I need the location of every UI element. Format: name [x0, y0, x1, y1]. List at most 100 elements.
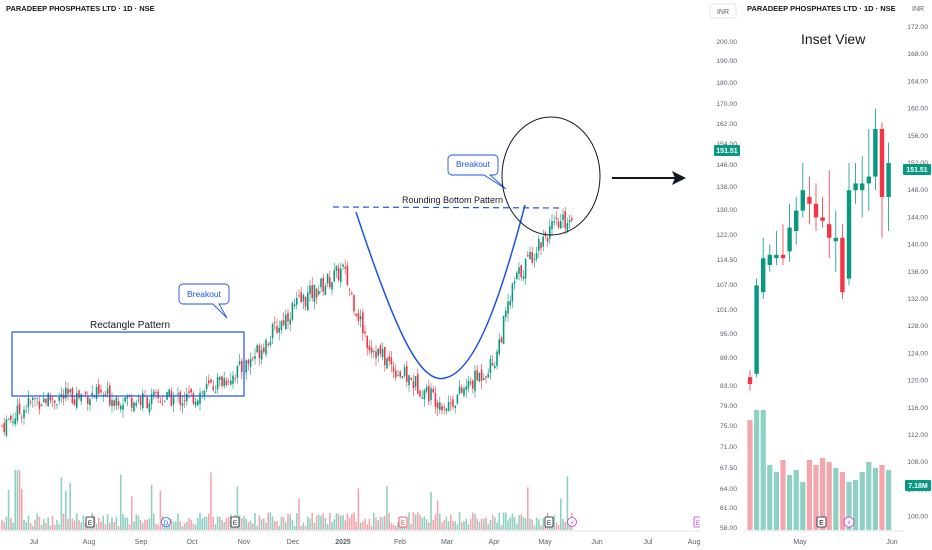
candle	[179, 389, 181, 411]
rectangle-pattern-box[interactable]	[11, 331, 245, 397]
volume-bar	[568, 524, 571, 530]
candle	[410, 377, 412, 382]
main-chart[interactable]: PARADEEP PHOSPHATES LTD · 1D · NSE Recta…	[0, 0, 700, 550]
candle	[454, 404, 456, 414]
candle	[73, 395, 76, 406]
flash-marker[interactable]: ⚡	[567, 517, 577, 528]
volume-bar	[190, 519, 192, 530]
volume-bar	[340, 515, 342, 530]
breakout-callout-right[interactable]: Breakout	[447, 154, 507, 190]
candle	[102, 391, 104, 402]
candle	[324, 282, 327, 296]
inset-chart[interactable]: INR PARADEEP PHOSPHATES LTD · 1D · NSE I…	[700, 0, 932, 550]
inset-candle	[800, 163, 805, 218]
inset-x-axis: May Jun	[744, 530, 904, 546]
volume-bar	[436, 500, 439, 530]
volume-bar	[65, 491, 67, 530]
breakout-right-label: Breakout	[456, 159, 491, 169]
svg-text:E: E	[819, 520, 824, 527]
volume-bar	[302, 522, 305, 530]
candle	[417, 368, 419, 395]
volume-bar	[245, 518, 247, 530]
dividend-marker[interactable]: D	[161, 517, 171, 528]
volume-bar	[443, 520, 445, 530]
volume-bar	[227, 516, 230, 530]
inset-volume-bar	[767, 465, 773, 530]
candle	[434, 386, 437, 414]
candle	[183, 392, 186, 408]
volume-bar	[3, 522, 5, 530]
split-marker-right[interactable]: E	[693, 516, 700, 528]
svg-text:E: E	[401, 520, 406, 527]
candle	[546, 234, 549, 248]
candle	[40, 403, 43, 407]
candle	[113, 399, 115, 410]
volume-bar	[25, 522, 27, 530]
candle	[280, 319, 283, 334]
price-badge-right: 151.51	[906, 167, 928, 174]
volume-bar	[73, 520, 76, 530]
neckline-dashed[interactable]	[332, 206, 564, 209]
inset-candle	[873, 108, 878, 191]
candle	[172, 391, 175, 413]
inset-flash-marker[interactable]	[843, 516, 855, 528]
candle	[194, 397, 197, 409]
volume-bar	[540, 525, 542, 530]
candle	[65, 381, 67, 402]
candle	[432, 386, 434, 394]
volume-bar	[392, 524, 395, 530]
candle	[199, 387, 201, 411]
candle	[164, 400, 166, 403]
candle	[117, 397, 120, 410]
candle	[560, 213, 562, 230]
earnings-marker[interactable]: E	[85, 516, 95, 528]
inset-earnings-marker[interactable]	[816, 516, 827, 528]
candle	[32, 395, 34, 408]
currency-button-left[interactable]	[709, 3, 737, 19]
volume-badge: 7.18M	[908, 483, 928, 490]
candle	[469, 377, 472, 386]
volume-bar	[238, 515, 241, 530]
candle	[155, 389, 157, 399]
candle	[190, 388, 192, 396]
breakout-callout-left[interactable]: Breakout	[178, 283, 230, 319]
volume-bar	[142, 522, 144, 530]
rounding-bottom-curve[interactable]	[355, 204, 526, 380]
volume-bar	[300, 525, 302, 530]
highlight-circle[interactable]	[501, 116, 601, 236]
candle	[557, 218, 560, 230]
x-tick-label: Feb	[394, 539, 406, 546]
split-marker[interactable]: E	[398, 516, 408, 528]
candle	[91, 385, 93, 400]
volume-bar	[120, 474, 122, 530]
candle	[542, 229, 544, 252]
volume-bar	[159, 490, 162, 530]
candle	[54, 399, 56, 410]
volume-bar	[485, 517, 487, 530]
candle	[67, 382, 69, 401]
candle	[571, 215, 573, 223]
earnings-marker[interactable]: E	[230, 516, 240, 528]
candle	[238, 353, 241, 366]
candle	[397, 370, 399, 377]
candle	[29, 399, 32, 405]
volume-bar	[210, 472, 212, 530]
candle	[366, 335, 368, 356]
volume-bar	[51, 515, 54, 530]
left-axis-tick: 170.00	[716, 101, 737, 108]
inset-volume-bar	[879, 465, 885, 530]
volume-bar	[32, 525, 34, 530]
candle	[287, 308, 289, 330]
volume-bar	[133, 521, 135, 530]
volume-bar	[170, 519, 173, 530]
earnings-marker[interactable]: E	[544, 516, 554, 528]
volume-bar	[1, 519, 3, 530]
volume-bar	[197, 517, 199, 530]
left-axis-tick: 67.50	[720, 465, 737, 472]
volume-bar	[146, 519, 148, 530]
right-axis-tick: 116.00	[908, 405, 929, 412]
candle	[271, 322, 274, 345]
volume-bar	[113, 521, 115, 530]
volume-bar	[496, 522, 498, 530]
breakout-left-label: Breakout	[187, 289, 222, 299]
